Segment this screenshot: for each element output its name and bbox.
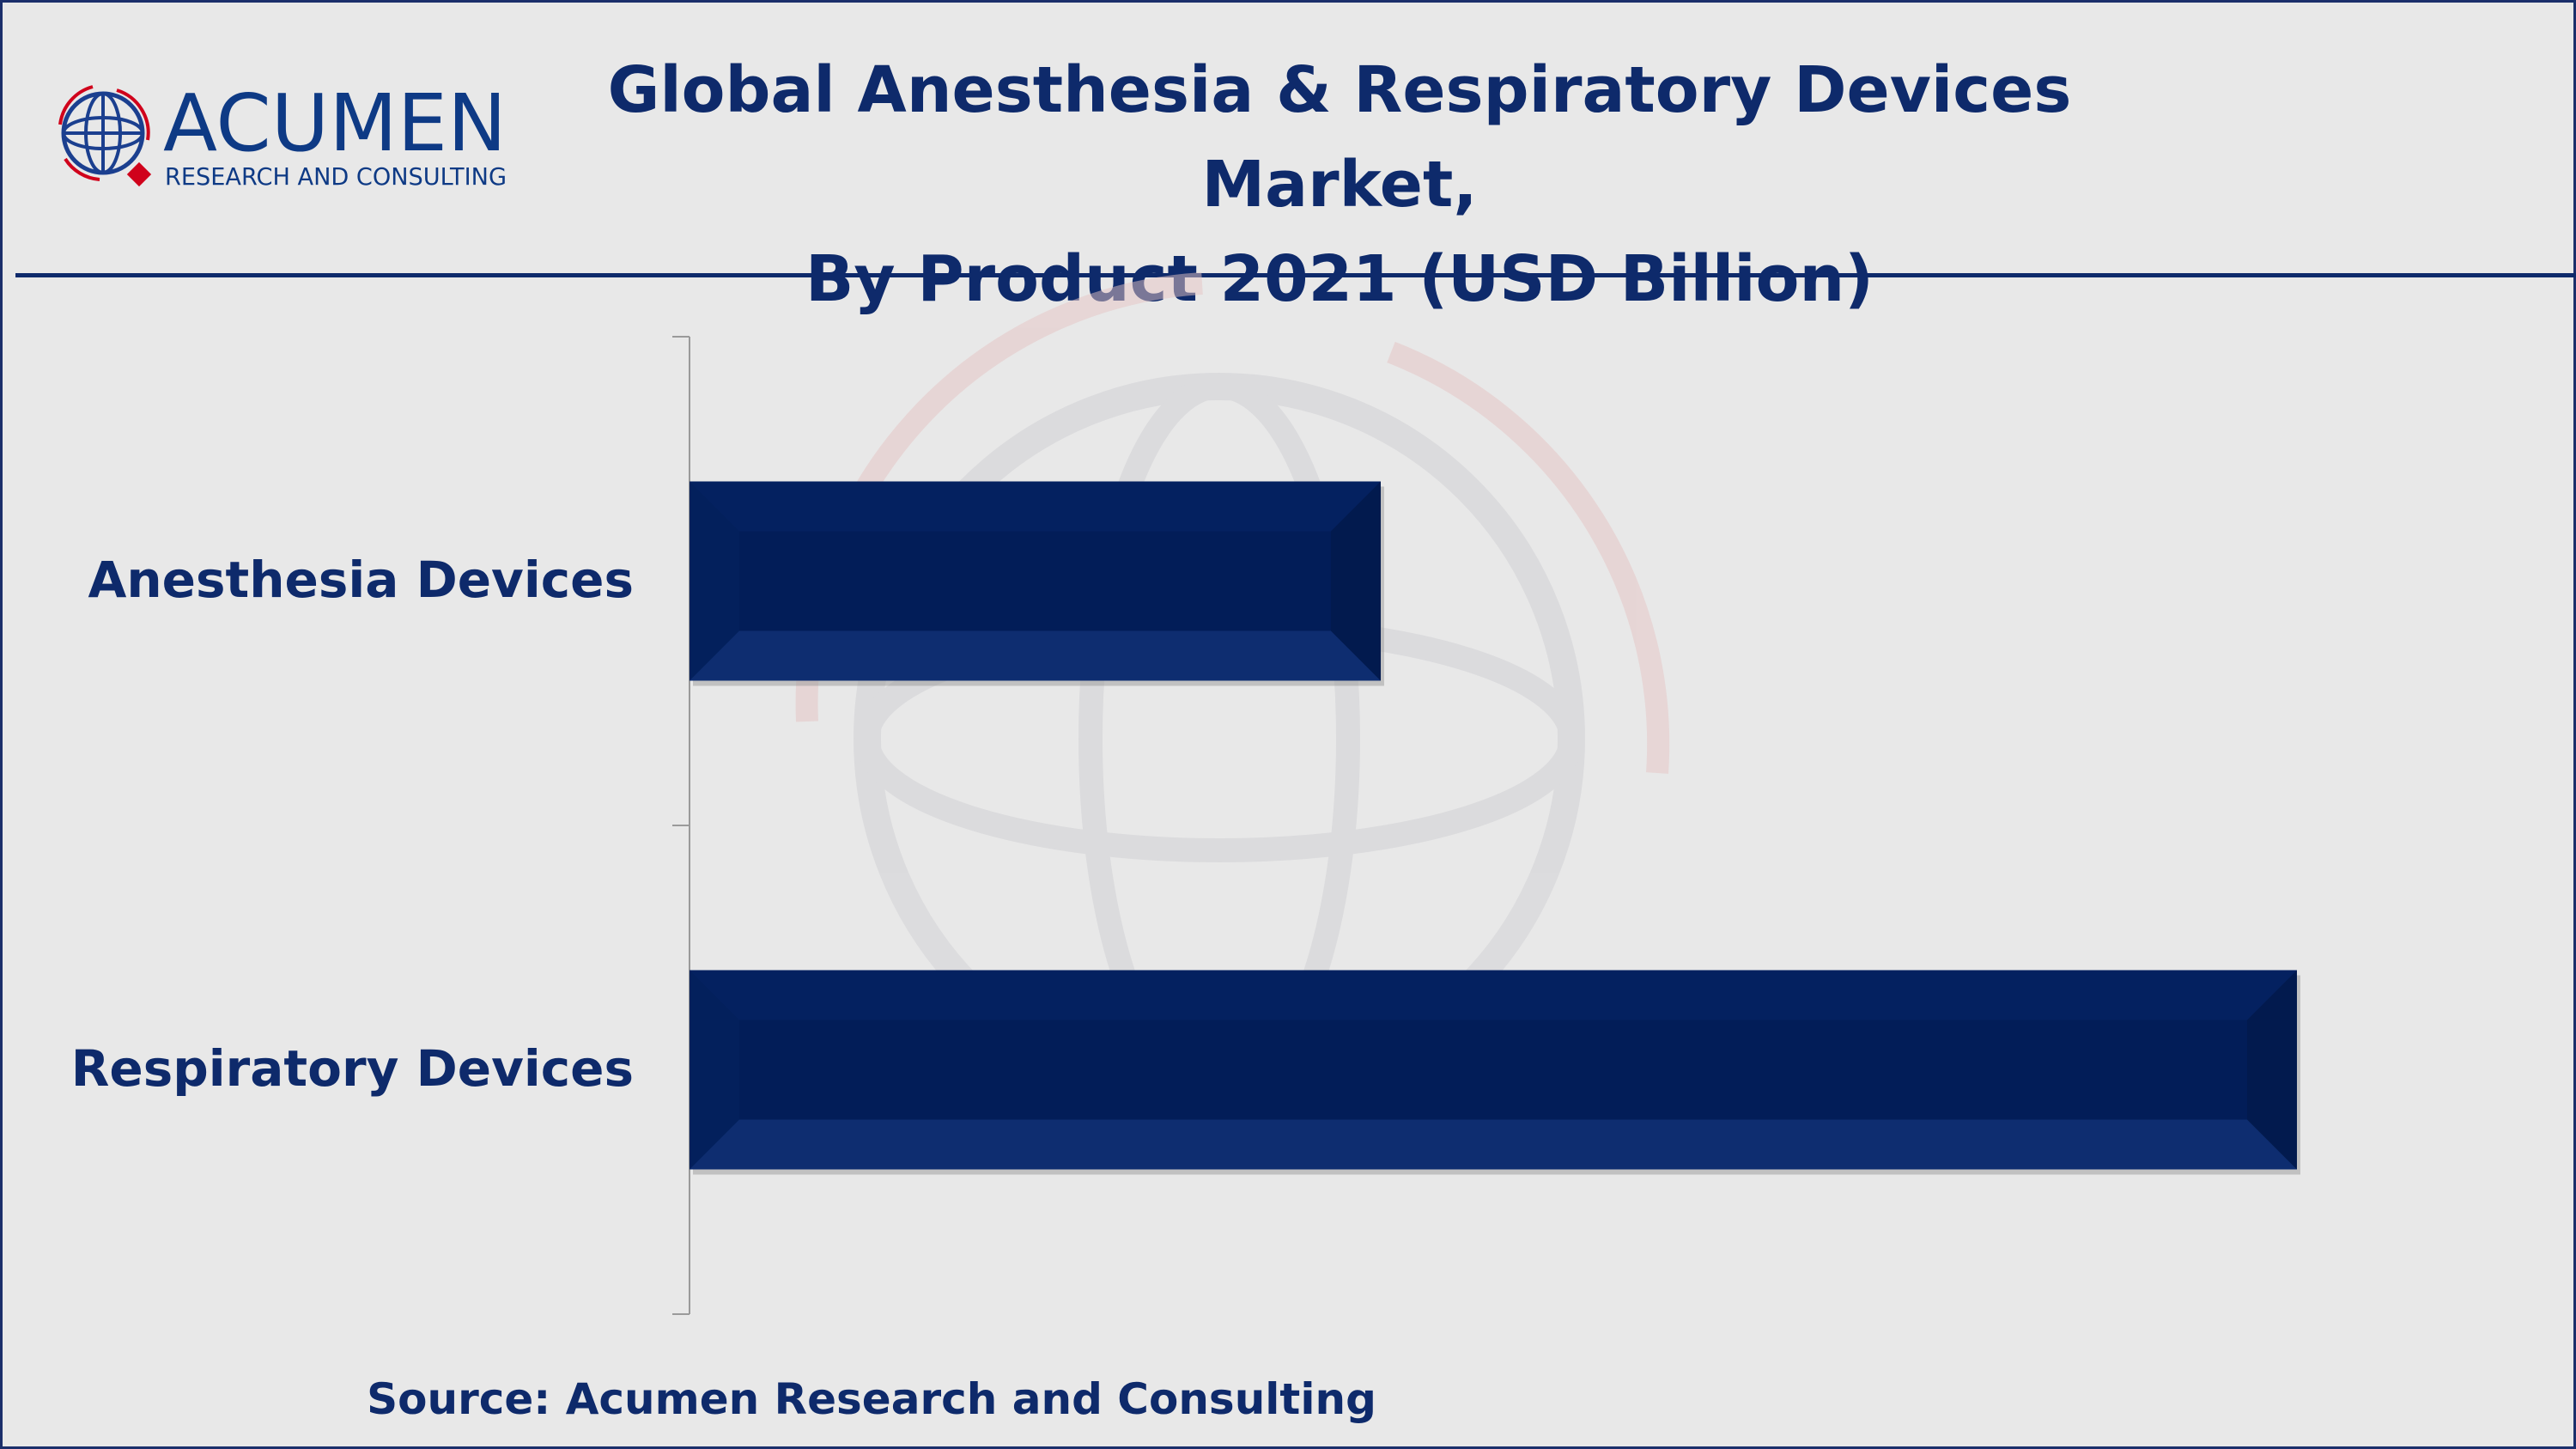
category-label-0: Anesthesia Devices [88, 551, 634, 609]
chart-title: Global Anesthesia & Respiratory Devices … [481, 43, 2198, 326]
bar-1 [690, 970, 2300, 1175]
logo-tagline: RESEARCH AND CONSULTING [165, 162, 507, 191]
source-note: Source: Acumen Research and Consulting [367, 1374, 1376, 1424]
header-divider [15, 273, 2576, 277]
acumen-logo: ACUMEN RESEARCH AND CONSULTING [58, 77, 507, 191]
category-label-1: Respiratory Devices [71, 1039, 634, 1098]
bar-0 [690, 481, 1384, 686]
title-line-1: Global Anesthesia & Respiratory Devices … [607, 53, 2072, 222]
title-line-2: By Product 2021 (USD Billion) [805, 242, 1874, 316]
logo-name: ACUMEN [163, 77, 507, 169]
y-axis [672, 336, 690, 1315]
watermark-globe [795, 272, 1670, 1105]
